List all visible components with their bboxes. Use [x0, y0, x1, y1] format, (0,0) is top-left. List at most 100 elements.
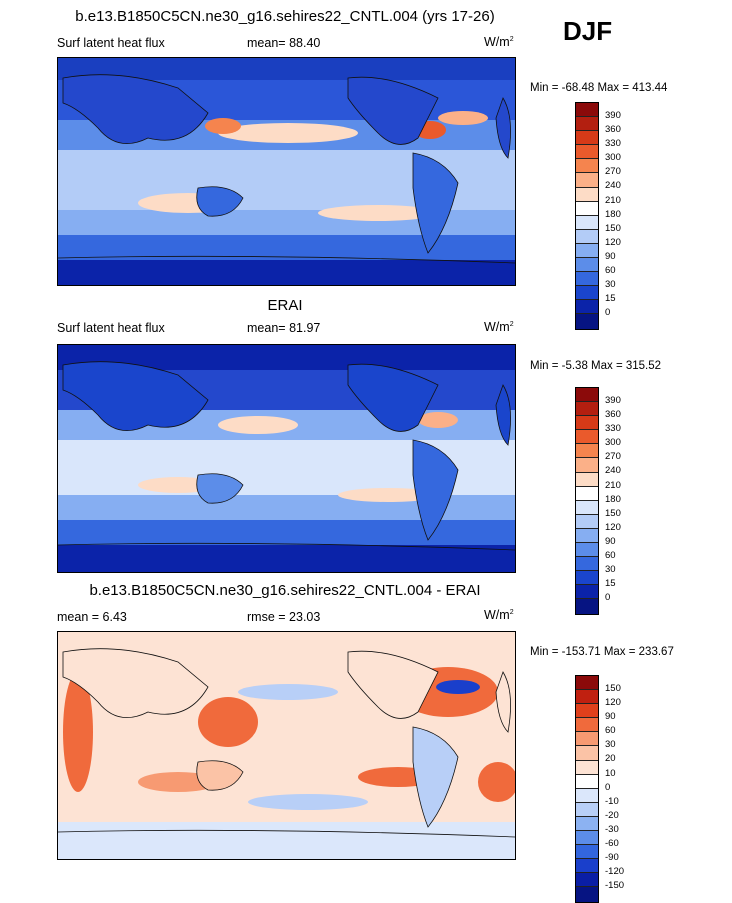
colorbar-swatch	[576, 732, 598, 747]
colorbar-tick-label: 360	[605, 124, 621, 136]
colorbar-tick-label: 30	[605, 564, 616, 576]
colorbar-tick-label: -20	[605, 809, 619, 821]
colorbar-tick-label: 30	[605, 739, 616, 751]
panel1-colorbar	[575, 102, 599, 330]
colorbar-tick-label: 0	[605, 592, 611, 604]
panel2-units-text: W/m	[484, 320, 510, 334]
colorbar-tick-label: 240	[605, 180, 621, 192]
colorbar-tick-label: 90	[605, 535, 616, 547]
colorbar-swatch	[576, 117, 598, 132]
panel1-map	[57, 57, 516, 286]
colorbar-swatch	[576, 243, 598, 259]
panel2-minmax: Min = -5.38 Max = 315.52	[530, 360, 662, 372]
colorbar-swatch	[576, 402, 598, 417]
colorbar-swatch	[576, 873, 598, 888]
colorbar-swatch	[576, 388, 598, 403]
colorbar-tick-label: 15	[605, 578, 616, 590]
colorbar-swatch	[576, 859, 598, 874]
panel3-units-exp: 2	[509, 608, 514, 616]
panel1-units-exp: 2	[509, 35, 514, 43]
panel1-variable-label: Surf latent heat flux	[57, 36, 165, 50]
panel2-mean: mean= 81.97	[247, 321, 320, 335]
panel2-variable-label: Surf latent heat flux	[57, 321, 165, 335]
season-label: DJF	[563, 16, 613, 46]
colorbar-swatch	[576, 774, 598, 789]
panel3-mean-value: 6.43	[102, 610, 127, 624]
colorbar-tick-label: -60	[605, 838, 619, 850]
colorbar-swatch	[576, 258, 598, 273]
colorbar-tick-label: 120	[605, 521, 621, 533]
colorbar-swatch	[576, 704, 598, 719]
colorbar-tick-label: -30	[605, 823, 619, 835]
colorbar-swatch	[576, 585, 598, 600]
panel2-colorbar	[575, 387, 599, 615]
panel3-rmse: rmse = 23.03	[247, 610, 320, 624]
colorbar-tick-label: 300	[605, 152, 621, 164]
panel2-mean-label: mean=	[247, 321, 286, 335]
colorbar-tick-label: 240	[605, 465, 621, 477]
panel1-colorbar-ticks: 390 360 330 300 270 240 210 180 150 120 90 60 30 15 0	[605, 109, 621, 320]
panel1-mean-value: 88.40	[289, 36, 321, 50]
colorbar-swatch	[576, 444, 598, 459]
panel3-rmse-label: rmse =	[247, 610, 286, 624]
colorbar-tick-label: -90	[605, 852, 619, 864]
panel1-units: W/m2	[484, 35, 514, 49]
colorbar-swatch	[576, 416, 598, 431]
colorbar-swatch	[576, 557, 598, 572]
panel1-mean-label: mean=	[247, 36, 286, 50]
panel1-title: b.e13.B1850C5CN.ne30_g16.sehires22_CNTL.…	[75, 8, 495, 25]
panel1-minmax: Min = -68.48 Max = 413.44	[530, 82, 668, 94]
colorbar-tick-label: 390	[605, 395, 621, 406]
colorbar-tick-label: 20	[605, 753, 616, 765]
panel3-mean-label: mean =	[57, 610, 100, 624]
colorbar-tick-label: 60	[605, 725, 616, 737]
colorbar-swatch	[576, 159, 598, 174]
panel3-map	[57, 631, 516, 860]
panel2-colorbar-ticks: 390 360 330 300 270 240 210 180 150 120 90 60 30 15 0	[605, 394, 621, 605]
colorbar-swatch	[576, 145, 598, 160]
colorbar-tick-label: 150	[605, 683, 621, 694]
colorbar-tick-label: 300	[605, 437, 621, 449]
colorbar-tick-label: 180	[605, 493, 621, 505]
colorbar-swatch	[576, 272, 598, 287]
colorbar-tick-label: 90	[605, 250, 616, 262]
panel2-units-exp: 2	[509, 320, 514, 328]
colorbar-swatch	[576, 816, 598, 832]
panel2-units: W/m2	[484, 320, 514, 334]
panel3-minmax: Min = -153.71 Max = 233.67	[530, 646, 674, 658]
colorbar-swatch	[576, 314, 598, 329]
colorbar-swatch	[576, 201, 598, 216]
colorbar-swatch	[576, 300, 598, 315]
colorbar-tick-label: 150	[605, 222, 621, 234]
colorbar-tick-label: 270	[605, 451, 621, 463]
panel3-colorbar	[575, 675, 599, 903]
panel2-mean-value: 81.97	[289, 321, 321, 335]
colorbar-swatch	[576, 103, 598, 118]
colorbar-swatch	[576, 760, 598, 775]
colorbar-tick-label: 120	[605, 236, 621, 248]
colorbar-swatch	[576, 472, 598, 487]
colorbar-tick-label: 330	[605, 138, 621, 150]
colorbar-swatch	[576, 676, 598, 691]
colorbar-tick-label: 270	[605, 166, 621, 178]
colorbar-swatch	[576, 173, 598, 188]
colorbar-tick-label: 0	[605, 307, 611, 319]
colorbar-swatch	[576, 802, 598, 817]
colorbar-tick-label: -150	[605, 880, 625, 892]
colorbar-swatch	[576, 430, 598, 445]
panel3-rmse-value: 23.03	[289, 610, 321, 624]
colorbar-swatch	[576, 599, 598, 614]
panel1-mean: mean= 88.40	[247, 36, 320, 50]
panel3-title: b.e13.B1850C5CN.ne30_g16.sehires22_CNTL.…	[89, 582, 481, 599]
colorbar-swatch	[576, 543, 598, 558]
panel2-title: ERAI	[267, 297, 303, 314]
colorbar-swatch	[576, 690, 598, 705]
panel3-mean: mean = 6.43	[57, 610, 127, 624]
colorbar-swatch	[576, 486, 598, 501]
colorbar-tick-label: 180	[605, 208, 621, 220]
colorbar-tick-label: -120	[605, 866, 625, 878]
colorbar-tick-label: 0	[605, 781, 611, 793]
panel2-map	[57, 344, 516, 573]
panel3-units: W/m2	[484, 608, 514, 622]
colorbar-tick-label: 30	[605, 279, 616, 291]
